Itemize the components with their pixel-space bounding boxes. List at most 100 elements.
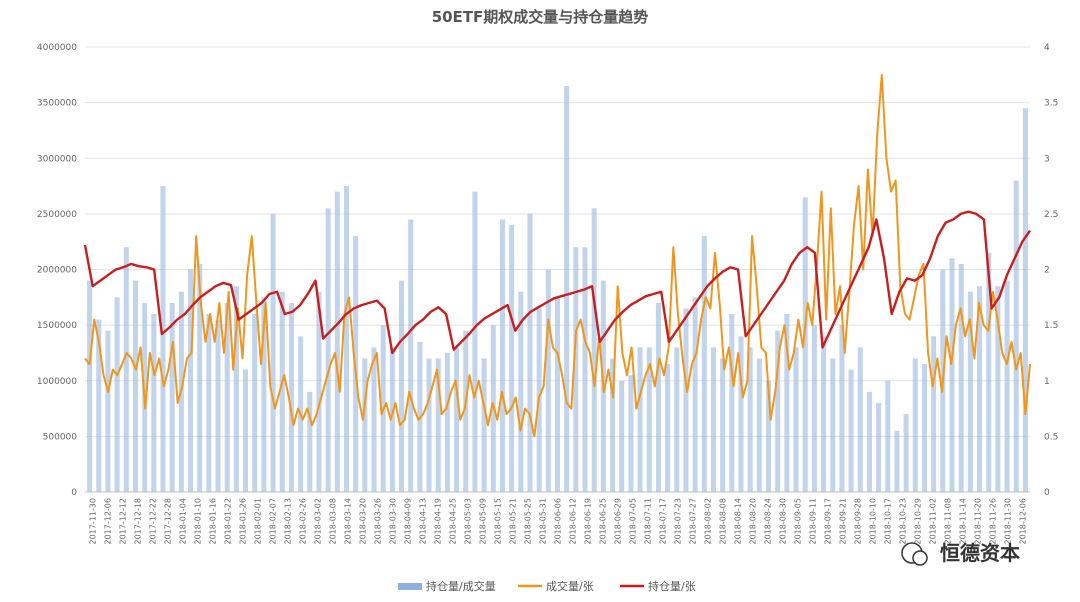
bar <box>307 391 313 493</box>
bar <box>701 236 707 492</box>
bar <box>132 280 138 493</box>
x-tick-label: 2018-05-25 <box>524 498 533 545</box>
bar <box>96 319 102 492</box>
y-left-tick-label: 2000000 <box>37 266 77 276</box>
x-tick-label: 2018-08-30 <box>779 498 788 545</box>
bar <box>830 358 836 492</box>
x-tick-label: 2018-10-23 <box>899 498 908 545</box>
bar <box>454 347 460 493</box>
chart-title: 50ETF期权成交量与持仓量趋势 <box>432 8 649 26</box>
bar <box>1013 180 1019 492</box>
x-tick-label: 2018-09-17 <box>824 498 833 545</box>
x-tick-label: 2018-06-29 <box>614 498 623 545</box>
x-tick-label: 2018-02-26 <box>299 498 308 545</box>
wechat-icon-inner <box>912 550 928 566</box>
x-tick-label: 2018-10-17 <box>884 498 893 545</box>
bar <box>215 319 221 492</box>
x-tick-label: 2018-05-31 <box>539 498 548 545</box>
bar <box>986 252 992 492</box>
line-open-interest <box>83 210 1031 355</box>
bar <box>554 297 561 492</box>
bar <box>949 258 955 493</box>
bar <box>187 269 194 492</box>
bar <box>399 280 405 493</box>
watermark: 恒德资本 <box>901 541 1020 566</box>
bar <box>775 330 781 492</box>
bar <box>921 364 928 492</box>
x-tick-label: 2018-04-25 <box>449 498 458 545</box>
x-tick-label: 2018-11-20 <box>974 498 983 545</box>
bar <box>710 347 716 493</box>
bar <box>931 336 937 492</box>
y-left-tick-label: 2500000 <box>37 210 77 220</box>
bar <box>87 280 93 493</box>
x-tick-label: 2018-03-02 <box>314 498 323 545</box>
bar <box>472 191 478 493</box>
bar <box>270 213 276 493</box>
x-tick-label: 2018-03-20 <box>359 498 368 545</box>
x-tick-label: 2018-01-10 <box>194 498 203 545</box>
x-tick-label: 2018-06-06 <box>554 498 563 545</box>
bar <box>243 369 249 493</box>
bar <box>334 191 340 493</box>
bar <box>288 302 294 493</box>
legend-label: 成交量/张 <box>546 579 594 593</box>
bar <box>426 358 432 492</box>
legend: 持仓量/成交量 成交量/张 持仓量/张 <box>398 579 696 593</box>
x-tick-label: 2018-03-08 <box>329 498 338 545</box>
bar <box>545 269 551 492</box>
bar <box>123 247 129 492</box>
x-tick-label: 2018-01-04 <box>179 498 188 545</box>
y-left-tick-label: 0 <box>71 488 77 498</box>
x-tick-label: 2018-11-08 <box>944 498 953 545</box>
bar <box>857 347 863 493</box>
bar <box>435 358 441 492</box>
bar <box>1004 280 1010 493</box>
bar <box>848 369 854 493</box>
legend-label: 持仓量/张 <box>648 579 696 593</box>
x-tick-label: 2018-04-19 <box>434 498 443 545</box>
x-tick-label: 2018-08-02 <box>704 498 713 545</box>
bar <box>977 286 983 492</box>
y-right-tick-label: 0 <box>1044 488 1050 498</box>
bar <box>747 347 753 493</box>
x-tick-label: 2017-12-22 <box>149 498 158 545</box>
bar <box>509 225 515 492</box>
y-left-tick-label: 4000000 <box>37 43 77 53</box>
bar <box>160 186 166 492</box>
y-right-tick-label: 2.5 <box>1044 210 1058 220</box>
x-tick-label: 2018-01-16 <box>209 498 218 545</box>
x-tick-label: 2018-09-11 <box>809 498 818 545</box>
bar <box>252 314 258 492</box>
bar <box>903 414 909 493</box>
y-right-tick-label: 4 <box>1044 43 1050 53</box>
x-tick-label: 2018-06-25 <box>599 498 608 545</box>
x-tick-label: 2018-07-17 <box>659 498 668 545</box>
bar <box>876 403 882 492</box>
x-tick-label: 2018-06-12 <box>569 498 578 545</box>
bar <box>362 358 368 492</box>
y-left-tick-label: 1500000 <box>37 321 77 331</box>
bar <box>729 314 735 492</box>
x-tick-label: 2018-09-21 <box>839 498 848 545</box>
x-tick-label: 2017-12-18 <box>134 498 143 545</box>
x-tick-label: 2018-05-03 <box>464 498 473 545</box>
bar <box>582 247 588 492</box>
bar <box>958 263 964 492</box>
bar <box>646 347 652 493</box>
bar <box>481 358 487 492</box>
y-axis-right: 0 0.5 1 1.5 2 2.5 3 3.5 4 <box>1044 43 1058 498</box>
x-tick-label: 2018-11-30 <box>1004 498 1013 545</box>
x-tick-label: 2018-01-22 <box>224 498 233 545</box>
bar <box>206 314 212 492</box>
bar <box>637 347 643 493</box>
bar <box>766 380 772 492</box>
line-series <box>83 73 1031 438</box>
x-tick-label: 2018-04-13 <box>419 498 428 545</box>
x-tick-label: 2018-08-14 <box>734 498 743 545</box>
x-tick-label: 2018-05-15 <box>494 498 503 545</box>
bar <box>151 314 157 492</box>
x-axis: 2017-11-30 2017-12-06 2017-12-12 2017-12-18… <box>85 491 1030 545</box>
x-tick-label: 2018-11-02 <box>929 498 938 545</box>
